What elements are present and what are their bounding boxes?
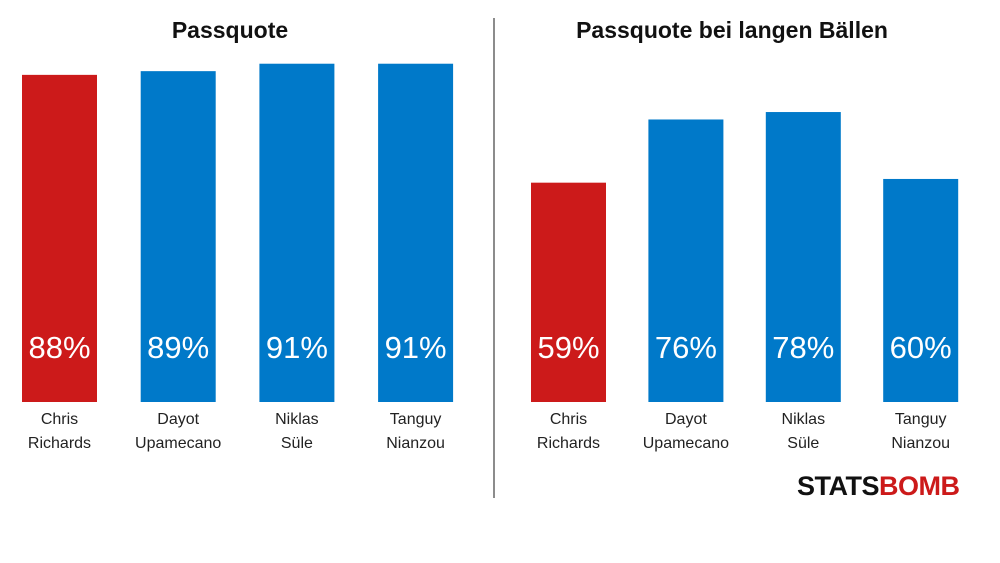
category-label-line1: Tanguy <box>390 411 442 428</box>
category-label-line1: Niklas <box>275 411 319 428</box>
bar <box>648 119 724 402</box>
category-label-line1: Dayot <box>665 411 707 428</box>
category-label-line2: Richards <box>28 435 91 452</box>
bar <box>22 74 97 402</box>
category-label-line1: Niklas <box>782 411 826 428</box>
category-label-line2: Upamecano <box>135 435 221 452</box>
data-label: 76% <box>655 330 717 365</box>
category-label-line1: Tanguy <box>895 411 947 428</box>
category-label: Tanguy Nianzou <box>386 411 445 452</box>
category-label: Chris Richards <box>28 411 91 452</box>
category-label: Niklas Süle <box>782 411 826 452</box>
data-label: 89% <box>147 330 209 365</box>
category-label-line1: Chris <box>550 411 587 428</box>
bar <box>140 71 216 403</box>
category-label-line2: Süle <box>281 435 313 452</box>
chart-title: Passquote bei langen Bällen <box>576 17 888 43</box>
data-label: 78% <box>772 330 834 365</box>
category-label-line2: Süle <box>787 435 819 452</box>
data-label: 91% <box>266 330 328 365</box>
chart-panel-1: Passquote 88% Chris Richards 89% Dayot Upameca… <box>22 17 454 452</box>
bar <box>531 182 606 402</box>
category-label-line1: Chris <box>41 411 78 428</box>
statsbomb-logo: STATSBOMB <box>797 471 960 501</box>
chart-title: Passquote <box>172 17 288 43</box>
category-label-line2: Upamecano <box>643 435 729 452</box>
data-label: 59% <box>537 330 599 365</box>
bar <box>259 63 335 402</box>
logo-part-stats: STATS <box>797 471 879 501</box>
data-label: 91% <box>385 330 447 365</box>
category-label: Niklas Süle <box>275 411 319 452</box>
category-label-line2: Richards <box>537 435 600 452</box>
category-label: Dayot Upamecano <box>643 411 729 452</box>
bar <box>378 63 454 402</box>
data-label: 60% <box>890 330 952 365</box>
category-label: Dayot Upamecano <box>135 411 221 452</box>
logo-part-bomb: BOMB <box>879 471 960 501</box>
data-label: 88% <box>28 330 90 365</box>
category-label-line1: Dayot <box>157 411 199 428</box>
chart-panel-2: Passquote bei langen Bällen 59% Chris Richa… <box>531 17 959 452</box>
category-label: Chris Richards <box>537 411 600 452</box>
bar <box>765 112 841 402</box>
bar <box>883 178 959 402</box>
category-label: Tanguy Nianzou <box>891 411 950 452</box>
category-label-line2: Nianzou <box>891 435 950 452</box>
category-label-line2: Nianzou <box>386 435 445 452</box>
